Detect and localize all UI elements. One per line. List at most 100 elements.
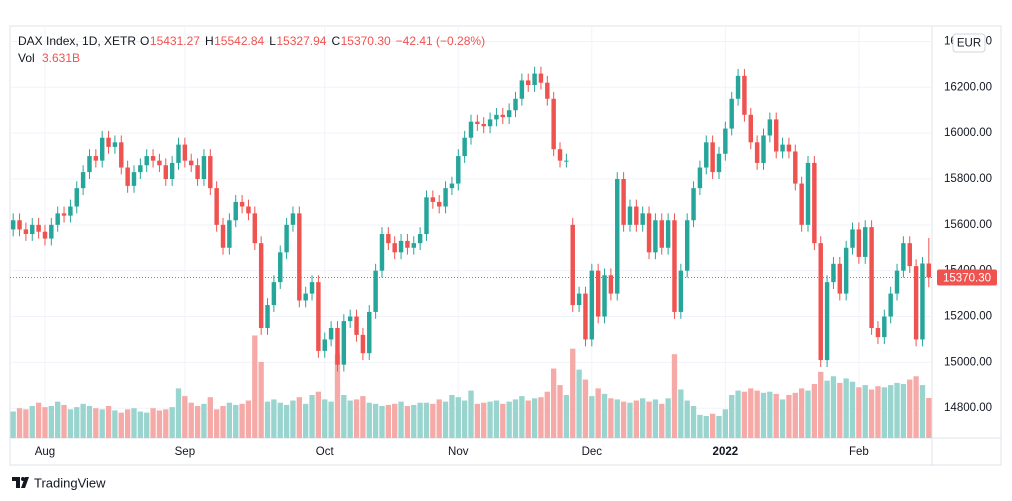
- candle-body: [837, 263, 843, 294]
- candle-body: [545, 82, 550, 99]
- candle-body: [341, 321, 347, 365]
- candle-body: [634, 206, 639, 225]
- candle-body: [468, 121, 474, 138]
- volume-bar: [900, 383, 907, 438]
- volume-bar: [741, 391, 748, 438]
- candle-body: [392, 243, 397, 253]
- candle-pane: [10, 66, 932, 372]
- volume-bar: [824, 380, 830, 438]
- volume-bar: [837, 382, 843, 438]
- candle-body: [697, 167, 703, 189]
- volume-bar: [392, 403, 398, 438]
- volume-bar: [144, 412, 150, 438]
- volume-bar: [86, 406, 93, 438]
- candle-body: [290, 213, 296, 225]
- candle-body: [208, 156, 213, 189]
- candle-body: [169, 162, 175, 179]
- volume-bar: [207, 397, 213, 438]
- candle-body: [532, 73, 537, 86]
- candle-body: [462, 137, 467, 157]
- candle-body: [627, 206, 633, 225]
- candle-body: [882, 316, 887, 338]
- volume-bar: [436, 399, 442, 438]
- volume-bar: [798, 388, 805, 438]
- volume-bar: [372, 403, 379, 438]
- candle-body: [665, 220, 671, 248]
- volume-bar: [42, 407, 48, 438]
- volume-bar: [334, 354, 341, 438]
- candle-body: [10, 220, 16, 230]
- volume-bar: [881, 387, 887, 438]
- candle-body: [195, 165, 200, 179]
- volume-bar: [894, 382, 900, 438]
- candle-body: [850, 229, 855, 248]
- candle-body: [691, 188, 696, 221]
- candle-body: [894, 270, 900, 294]
- volume-bar: [716, 415, 722, 438]
- candle-body: [74, 188, 79, 207]
- volume-bar: [131, 408, 137, 438]
- volume-bar: [430, 403, 436, 438]
- candle-body: [322, 339, 327, 351]
- volume-bar: [531, 398, 538, 438]
- volume-bar: [481, 402, 487, 438]
- volume-bar: [29, 406, 35, 438]
- candle-body: [335, 327, 340, 365]
- volume-bar: [919, 385, 926, 438]
- volume-bar: [709, 413, 716, 438]
- volume-bar: [360, 396, 366, 438]
- candle-body: [303, 293, 308, 301]
- candle-body: [227, 220, 232, 248]
- volume-bar: [74, 407, 80, 438]
- candle-body: [328, 327, 334, 340]
- candle-body: [284, 224, 289, 253]
- volume-bar: [843, 378, 849, 438]
- candle-body: [875, 327, 881, 338]
- candle-body: [80, 172, 86, 189]
- x-tick-label: Oct: [316, 446, 335, 458]
- branding-text[interactable]: TradingView: [34, 475, 106, 490]
- volume-bar: [926, 397, 932, 438]
- candle-body: [780, 144, 785, 152]
- volume-bar: [735, 390, 741, 438]
- volume-bar: [818, 371, 824, 438]
- volume-bar: [233, 404, 239, 438]
- volume-bar: [550, 368, 557, 438]
- volume-bar: [519, 396, 525, 438]
- volume-bar: [182, 396, 188, 438]
- candle-body: [710, 142, 715, 173]
- candle-body: [417, 234, 423, 244]
- candle-body: [436, 201, 442, 207]
- candle-body: [602, 275, 607, 317]
- volume-bar: [614, 399, 620, 438]
- candle-body: [373, 270, 378, 312]
- volume-bar: [277, 402, 283, 438]
- volume-bar: [652, 399, 659, 438]
- candle-body: [920, 263, 925, 340]
- volume-bar: [213, 409, 220, 438]
- legend-ohlc-value: 15327.94: [276, 34, 326, 48]
- volume-bar: [10, 411, 16, 438]
- candle-body: [583, 293, 588, 340]
- candle-body: [735, 75, 741, 99]
- candle-body: [487, 119, 493, 127]
- candle-body: [68, 206, 73, 216]
- candle-body: [646, 213, 652, 253]
- candle-body: [157, 160, 162, 166]
- x-tick-label: Sep: [175, 446, 195, 458]
- volume-bar: [112, 410, 118, 438]
- volume-bar: [163, 409, 169, 438]
- candle-body: [379, 234, 385, 271]
- x-tick-label: 2022: [713, 446, 739, 458]
- volume-bar: [290, 400, 296, 438]
- last-price-label: 15370.30: [943, 273, 991, 285]
- candle-body: [506, 110, 512, 118]
- candle-body: [519, 80, 525, 99]
- candle-body: [106, 137, 111, 147]
- volume-bar: [67, 409, 74, 438]
- legend-ohlc-value: 15370.30: [341, 34, 391, 48]
- volume-bar: [703, 415, 709, 438]
- candle-body: [163, 165, 169, 179]
- volume-bar: [779, 399, 786, 438]
- branding-logo[interactable]: TradingView: [12, 475, 106, 490]
